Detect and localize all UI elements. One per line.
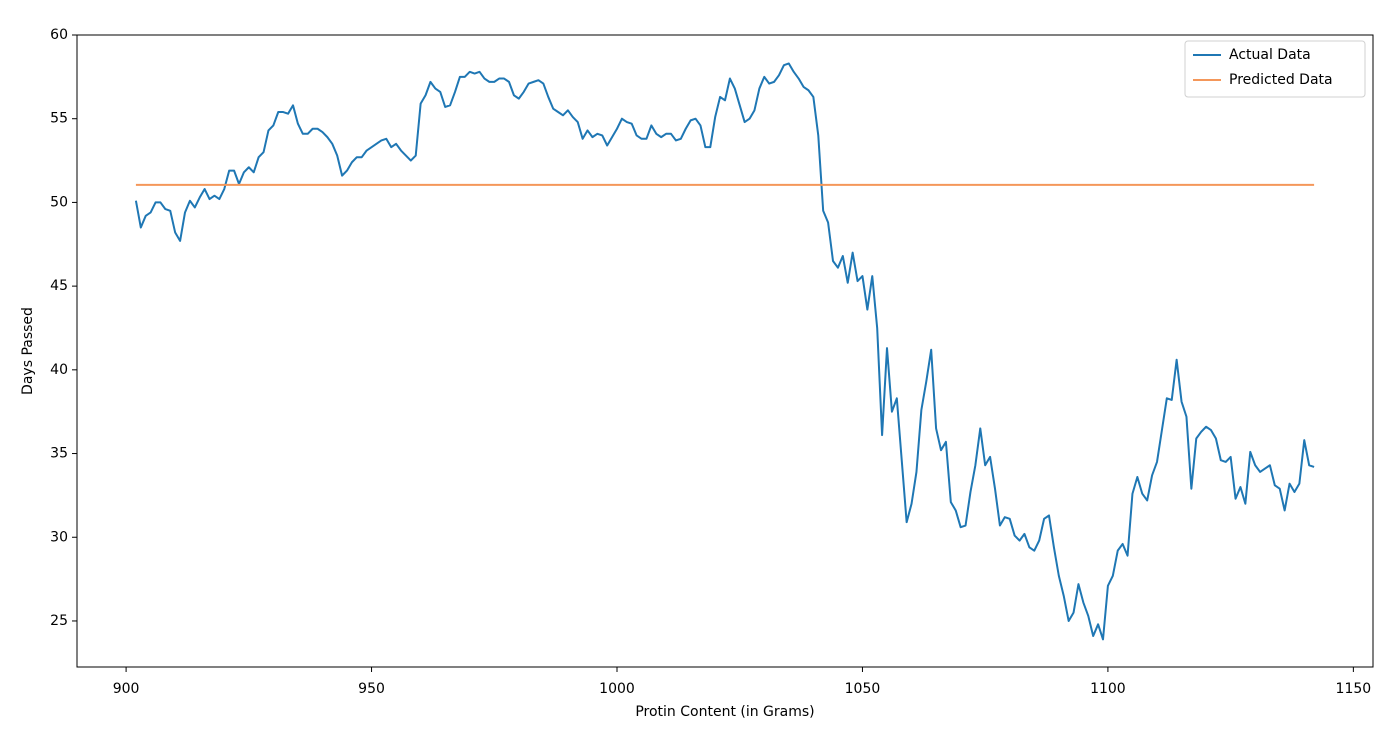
y-tick-label: 35 (50, 446, 68, 462)
y-tick-label: 45 (50, 278, 68, 294)
x-tick-label: 1050 (845, 681, 881, 697)
y-axis-label: Days Passed (20, 307, 36, 395)
y-tick-label: 50 (50, 194, 68, 210)
x-tick-label: 1100 (1090, 681, 1126, 697)
x-tick-label: 1000 (599, 681, 635, 697)
y-tick-label: 60 (50, 27, 68, 43)
legend-label: Predicted Data (1229, 72, 1333, 88)
y-tick-label: 30 (50, 529, 68, 545)
y-tick-label: 55 (50, 111, 68, 127)
legend-label: Actual Data (1229, 47, 1311, 63)
x-tick-label: 900 (113, 681, 140, 697)
x-axis-label: Protin Content (in Grams) (635, 704, 814, 720)
legend-box (1184, 40, 1366, 98)
x-tick-label: 950 (358, 681, 385, 697)
y-tick-label: 40 (50, 362, 68, 378)
x-tick-label: 1150 (1336, 681, 1372, 697)
data-line (134, 62, 1315, 641)
y-tick-label: 25 (50, 613, 68, 629)
plot-frame (76, 34, 1374, 668)
